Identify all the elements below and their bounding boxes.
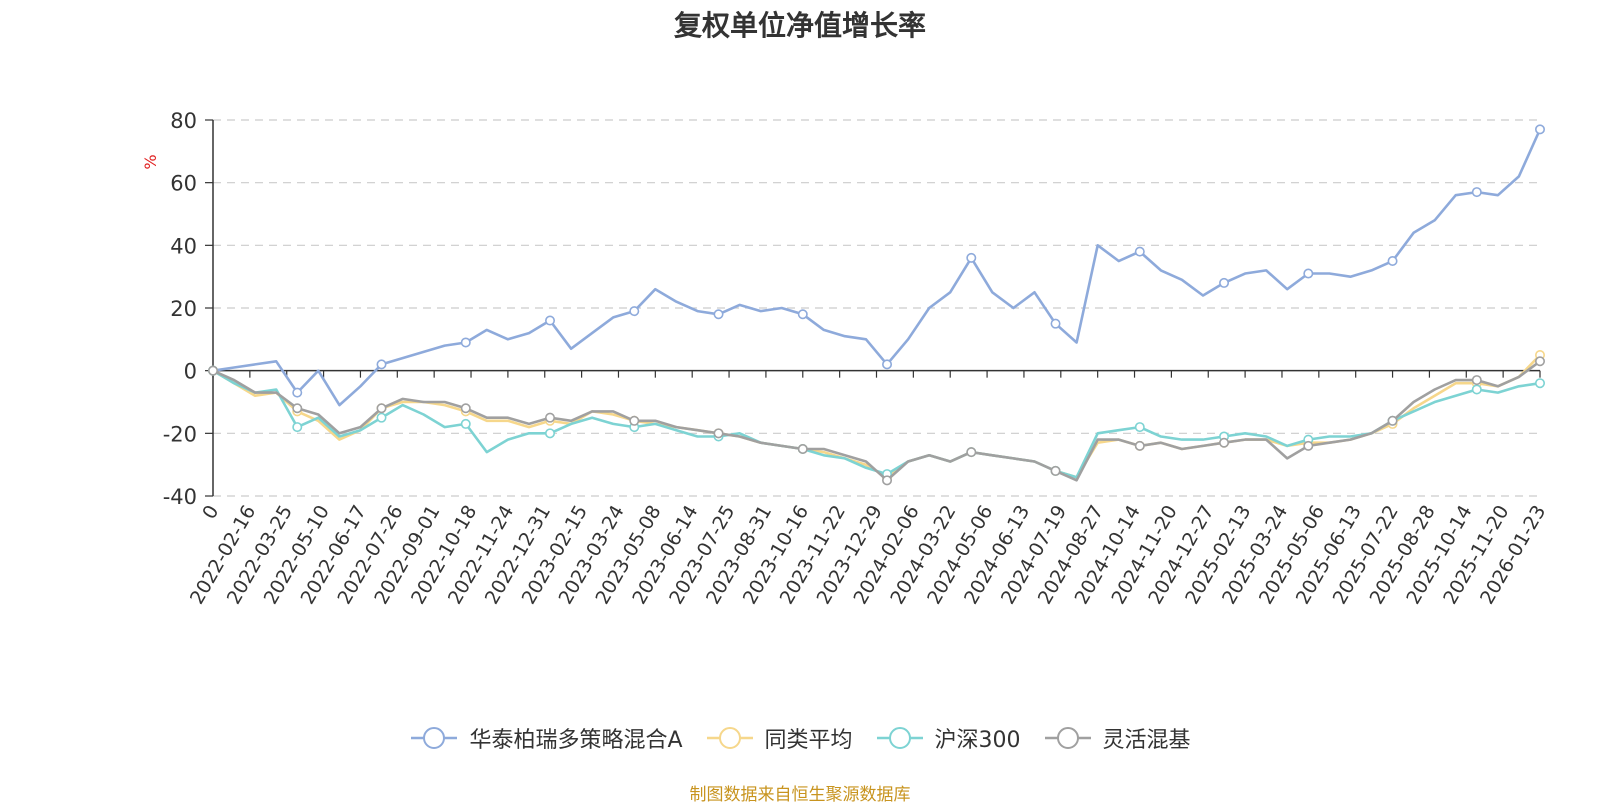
data-point	[1387, 415, 1398, 426]
data-point	[1134, 440, 1145, 451]
data-point	[882, 359, 893, 370]
data-point	[797, 309, 808, 320]
data-point	[966, 447, 977, 458]
y-tick-label: 20	[170, 297, 197, 321]
data-point	[1303, 440, 1314, 451]
data-point	[1535, 124, 1546, 135]
series-3	[208, 356, 1546, 486]
data-point	[1387, 255, 1398, 266]
legend: 华泰柏瑞多策略混合A 同类平均 沪深300 灵活混基	[0, 722, 1600, 754]
data-point	[545, 428, 556, 439]
series-lines	[208, 124, 1546, 486]
data-point	[1050, 318, 1061, 329]
data-point	[713, 309, 724, 320]
data-point	[1471, 375, 1482, 386]
data-point	[1471, 384, 1482, 395]
data-point	[460, 403, 471, 414]
data-point	[629, 415, 640, 426]
data-point	[1134, 246, 1145, 257]
legend-line-marker-icon	[411, 727, 458, 749]
legend-label: 同类平均	[764, 728, 853, 753]
axes: -40-2002040608002022-02-162022-03-252022…	[163, 109, 1551, 608]
chart-title: 复权单位净值增长率	[673, 9, 926, 42]
line-chart: -40-2002040608002022-02-162022-03-252022…	[141, 109, 1551, 608]
series-line	[212, 369, 1541, 479]
series-2	[208, 365, 1546, 480]
legend-label: 灵活混基	[1102, 728, 1191, 753]
data-point	[292, 403, 303, 414]
data-point	[1535, 378, 1546, 389]
legend-line-marker-icon	[706, 727, 753, 749]
data-point	[1219, 437, 1230, 448]
data-point	[376, 359, 387, 370]
x-tick-label: 0	[198, 502, 223, 523]
data-point	[966, 252, 977, 263]
legend-label: 沪深300	[934, 728, 1021, 753]
data-point	[292, 387, 303, 398]
legend-line-marker-icon	[1044, 727, 1091, 749]
data-point	[376, 412, 387, 423]
legend-item[interactable]: 华泰柏瑞多策略混合A	[409, 722, 683, 754]
y-tick-label: 60	[170, 172, 197, 196]
y-tick-label: 0	[184, 360, 197, 384]
data-point	[292, 422, 303, 433]
grid-lines	[213, 119, 1540, 497]
data-point	[376, 403, 387, 414]
legend-label: 华泰柏瑞多策略混合A	[469, 728, 683, 753]
y-tick-label: 40	[170, 234, 197, 258]
data-point	[1303, 268, 1314, 279]
legend-item[interactable]: 灵活混基	[1043, 722, 1191, 754]
data-point	[1219, 277, 1230, 288]
data-point	[1050, 465, 1061, 476]
y-tick-label: -40	[163, 485, 197, 509]
y-axis-label: %	[141, 154, 160, 169]
data-point	[1134, 422, 1145, 433]
legend-item[interactable]: 沪深300	[875, 722, 1021, 754]
series-0	[208, 124, 1546, 407]
data-point	[1471, 187, 1482, 198]
data-source-note: 制图数据来自恒生聚源数据库	[689, 785, 911, 805]
data-point	[1535, 356, 1546, 367]
series-line	[212, 360, 1541, 482]
data-point	[882, 475, 893, 486]
y-tick-label: -20	[163, 422, 197, 446]
y-tick-label: 80	[170, 109, 197, 133]
legend-item[interactable]: 同类平均	[705, 722, 853, 754]
data-point	[545, 412, 556, 423]
data-point	[208, 365, 219, 376]
series-line	[212, 128, 1542, 407]
data-point	[545, 315, 556, 326]
data-point	[460, 337, 471, 348]
data-point	[460, 418, 471, 429]
legend-line-marker-icon	[876, 727, 923, 749]
data-point	[713, 428, 724, 439]
data-point	[629, 306, 640, 317]
data-point	[797, 443, 808, 454]
